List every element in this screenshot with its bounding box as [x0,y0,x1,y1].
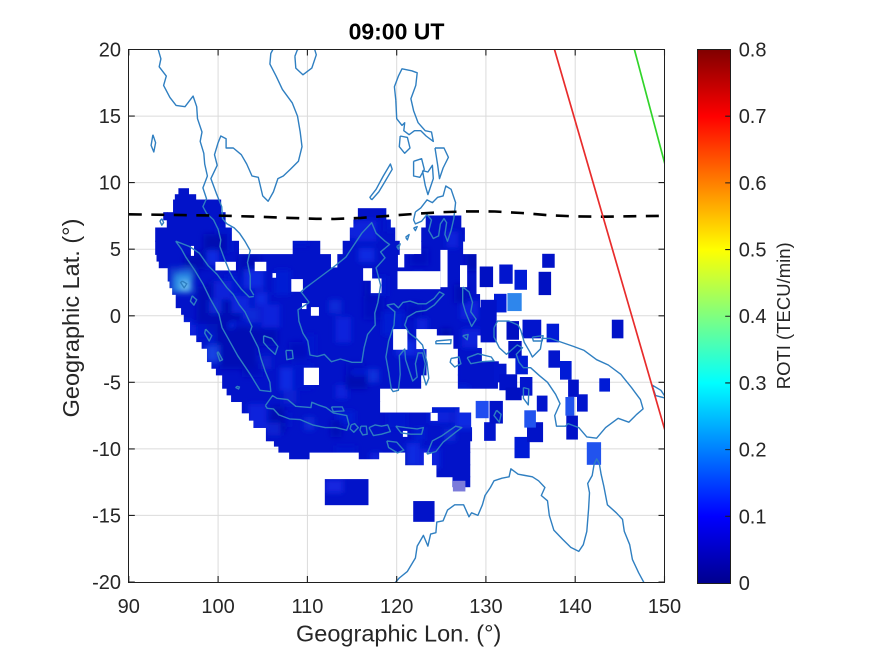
svg-text:0.7: 0.7 [739,106,767,128]
svg-text:Geographic Lat. (°): Geographic Lat. (°) [58,219,84,418]
svg-text:0.5: 0.5 [739,240,767,262]
svg-text:0: 0 [110,306,121,328]
svg-text:5: 5 [110,239,121,261]
svg-text:150: 150 [648,596,681,618]
svg-text:0.8: 0.8 [739,40,767,62]
svg-text:0.1: 0.1 [739,506,767,528]
svg-text:09:00 UT: 09:00 UT [349,18,445,44]
svg-text:130: 130 [469,596,502,618]
svg-text:-10: -10 [92,439,121,461]
svg-text:20: 20 [99,40,121,62]
svg-text:10: 10 [99,173,121,195]
svg-text:0.4: 0.4 [739,306,767,328]
svg-text:-15: -15 [92,505,121,527]
svg-text:100: 100 [201,596,234,618]
svg-text:90: 90 [118,596,140,618]
svg-text:-20: -20 [92,572,121,594]
svg-text:120: 120 [380,596,413,618]
svg-text:-5: -5 [103,372,121,394]
svg-text:0.3: 0.3 [739,373,767,395]
svg-text:0: 0 [739,573,750,595]
svg-text:15: 15 [99,106,121,128]
svg-text:0.6: 0.6 [739,173,767,195]
svg-text:0.2: 0.2 [739,440,767,462]
svg-text:140: 140 [559,596,592,618]
svg-text:110: 110 [291,596,323,618]
svg-text:Geographic Lon. (°): Geographic Lon. (°) [296,620,501,646]
svg-text:ROTI (TECU/min): ROTI (TECU/min) [773,242,794,389]
